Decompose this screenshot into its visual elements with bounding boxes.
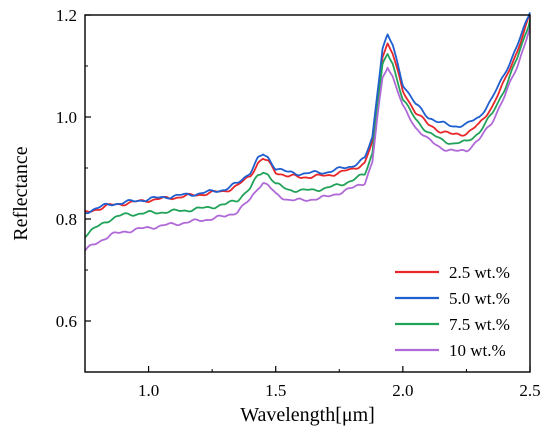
legend-label: 7.5 wt.% [449,315,510,334]
series-line [84,27,531,252]
x-tick-label: 2.0 [392,381,413,400]
x-tick-label: 1.0 [138,381,159,400]
y-tick-label: 0.6 [56,312,77,331]
series-line [84,19,531,238]
y-tick-label: 1.0 [56,108,77,127]
y-axis: 0.6 0.8 1.0 1.2 [56,6,91,373]
x-axis-title: Wavelength[μm] [240,404,375,426]
y-tick-label: 1.2 [56,6,77,25]
series-line [84,14,531,213]
legend: 2.5 wt.% 5.0 wt.% 7.5 wt.% 10 wt.% [395,263,510,360]
plot-frame [84,14,531,373]
y-axis-title: Reflectance [10,146,32,240]
legend-label: 5.0 wt.% [449,289,510,308]
legend-label: 2.5 wt.% [449,263,510,282]
legend-label: 10 wt.% [449,341,506,360]
series-line [84,12,531,215]
x-tick-label: 1.5 [265,381,286,400]
series-layer [84,12,531,252]
x-axis: 1.0 1.5 2.0 2.5 [84,366,541,400]
x-tick-label: 2.5 [519,381,540,400]
y-tick-label: 0.8 [56,210,77,229]
